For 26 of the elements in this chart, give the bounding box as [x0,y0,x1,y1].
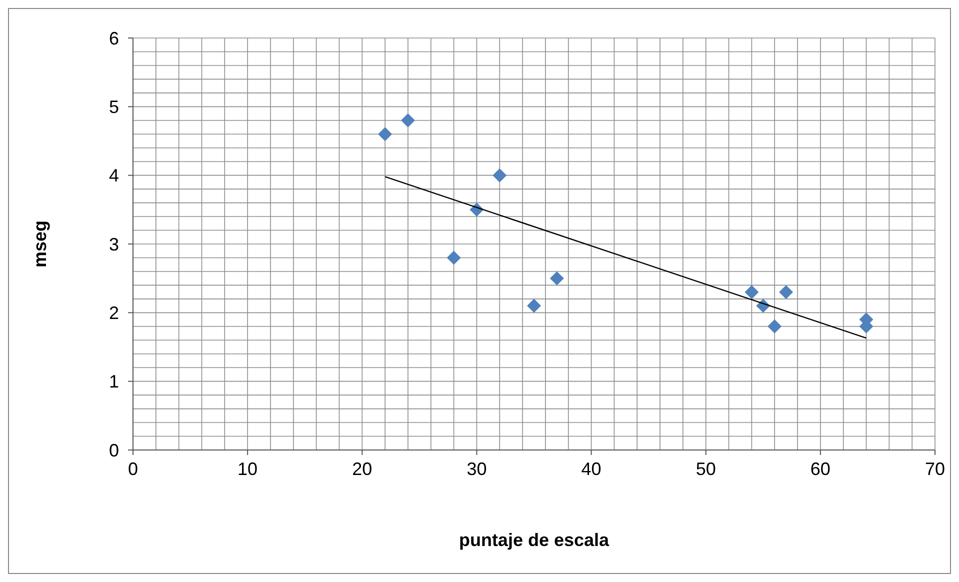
point [400,113,415,128]
y-tick-label: 0 [108,440,119,460]
x-tick-label: 50 [696,459,716,479]
y-axis-title: mseg [30,220,50,268]
x-tick-label: 30 [466,459,487,479]
y-tick-label: 4 [108,166,119,186]
x-tick-label: 40 [581,459,602,479]
y-tick-label: 1 [108,372,119,392]
y-tick-label: 5 [108,96,119,117]
point [378,127,392,142]
point [492,168,507,182]
x-tick-label: 60 [810,459,830,479]
point [768,319,782,334]
y-tick-label: 6 [108,28,119,48]
x-tick-label: 70 [924,459,946,479]
point [779,285,794,300]
point [744,285,759,300]
x-tick-label: 10 [238,459,258,479]
point [446,250,461,265]
x-tick-label: 0 [128,459,138,479]
x-axis-title: puntaje de escala [458,530,610,550]
point [550,271,564,286]
point [527,298,541,313]
y-tick-label: 2 [108,302,119,323]
x-tick-label: 20 [352,459,372,479]
y-tick-label: 3 [108,234,119,254]
